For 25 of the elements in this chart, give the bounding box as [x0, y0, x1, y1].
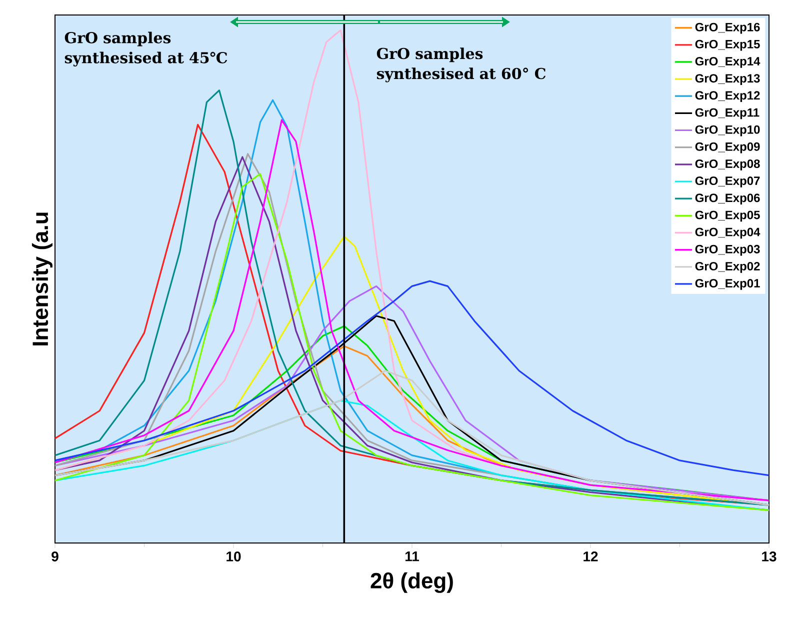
x-tick-label: 13	[762, 552, 776, 562]
legend-label: GrO_Exp07	[695, 176, 760, 188]
x-axis-title: 2θ (deg)	[370, 572, 453, 593]
legend-label: GrO_Exp09	[695, 142, 760, 154]
annotation: GrO samples synthesised at 45℃	[64, 32, 228, 66]
legend-label: GrO_Exp15	[695, 40, 760, 51]
annotation: GrO samples synthesised at 60° C	[376, 48, 546, 82]
legend-label: GrO_Exp10	[695, 125, 760, 136]
legend-label: GrO_Exp03	[695, 244, 760, 256]
x-tick-label: 12	[584, 552, 598, 562]
legend-label: GrO_Exp11	[695, 108, 760, 120]
legend-label: GrO_Exp02	[695, 262, 760, 273]
legend-label: GrO_Exp06	[695, 194, 760, 205]
legend-label: GrO_Exp13	[695, 74, 760, 85]
x-tick-label: 11	[405, 552, 420, 562]
y-axis-title: Intensity (a.u	[32, 212, 52, 346]
legend-label: GrO_Exp05	[695, 210, 760, 222]
legend-label: GrO_Exp01	[695, 279, 760, 290]
x-tick-label: 10	[226, 552, 241, 562]
legend-label: GrO_Exp12	[695, 91, 760, 102]
legend-label: GrO_Exp14	[695, 57, 760, 68]
legend-label: GrO_Exp16	[695, 22, 760, 34]
x-tick-label: 9	[52, 552, 58, 562]
legend-label: GrO_Exp04	[695, 228, 760, 239]
legend-label: GrO_Exp08	[695, 159, 760, 170]
